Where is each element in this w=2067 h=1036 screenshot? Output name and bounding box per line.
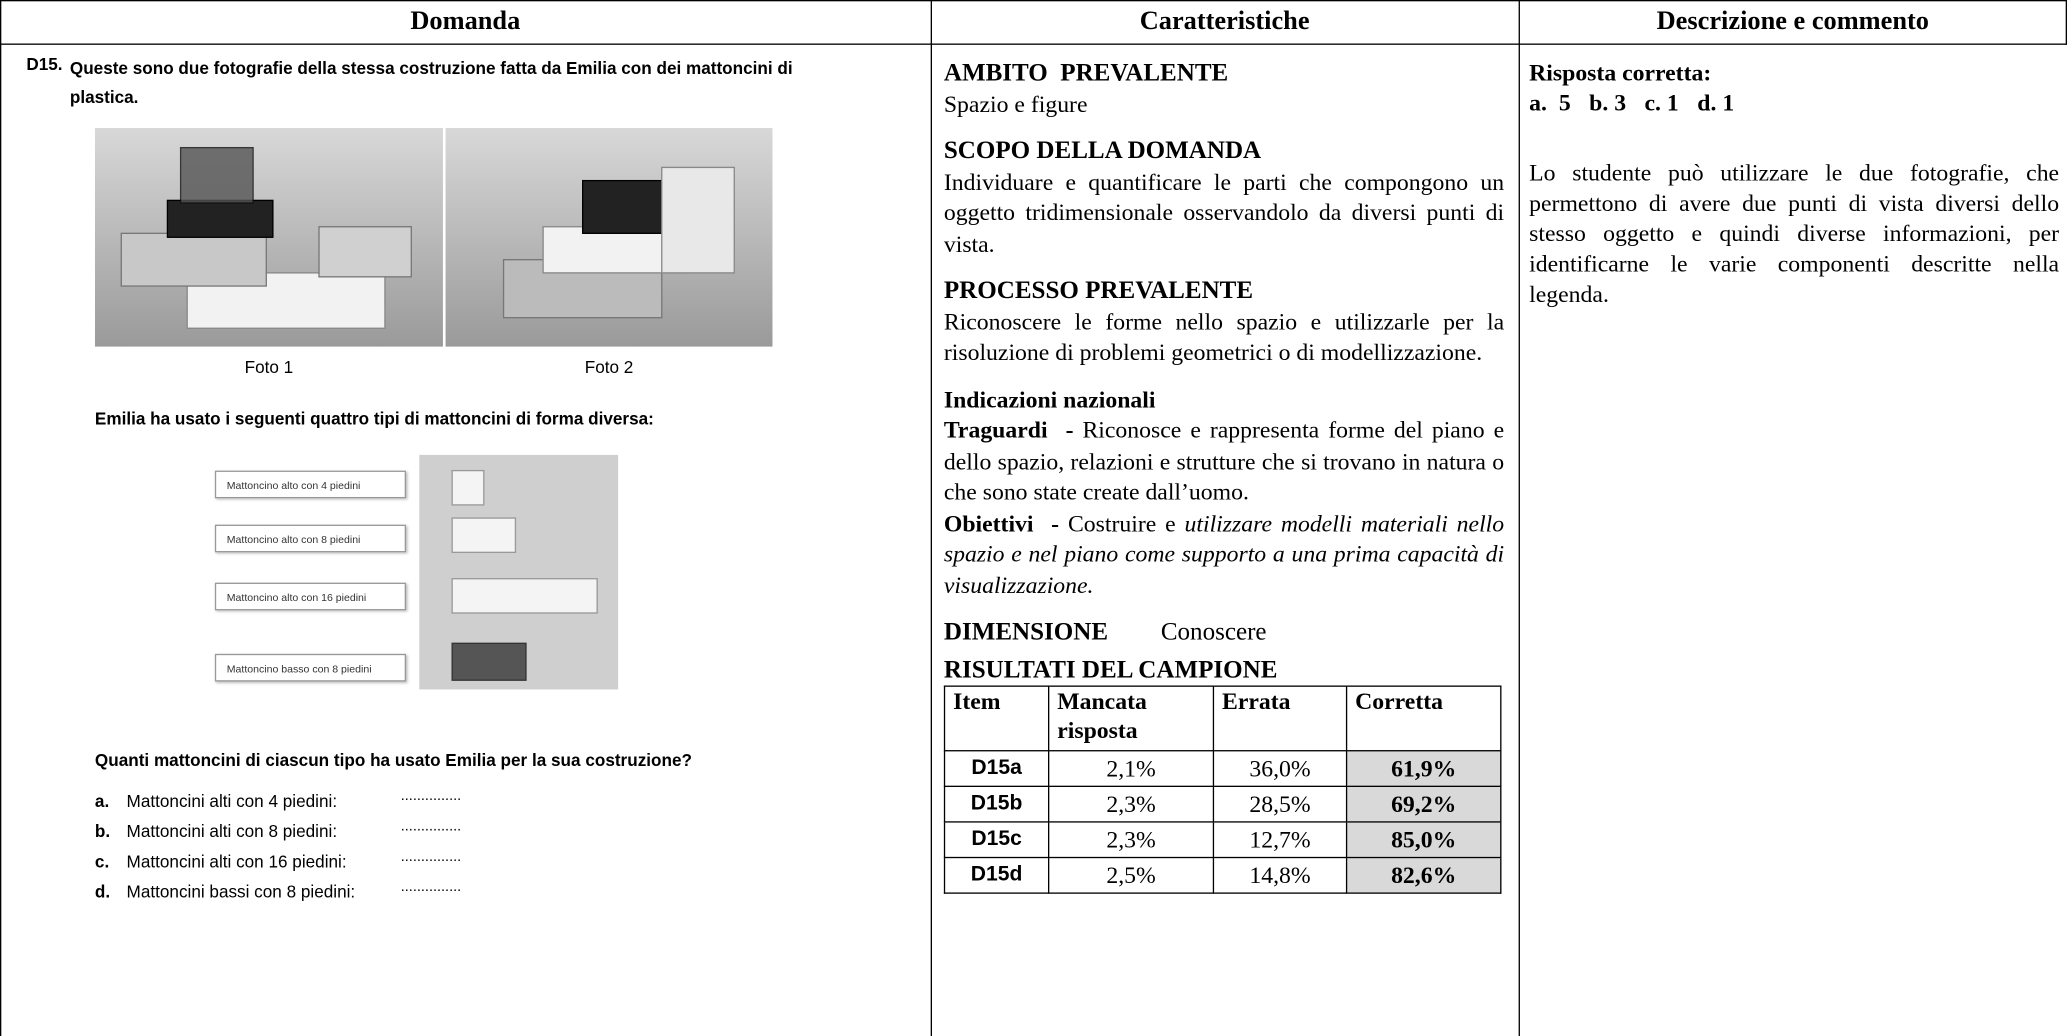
section-title: Indicazioni nazionali <box>943 385 1156 412</box>
option-letter: b. <box>94 821 111 842</box>
table-row: D15b 2,3% 28,5% 69,2% <box>943 785 1502 822</box>
table-cell: D15c <box>943 820 1050 858</box>
brick-label: Mattoncino alto con 16 piedini <box>214 582 407 611</box>
brick-shape <box>451 469 485 506</box>
label: Traguardi - <box>943 416 1074 443</box>
header-cell: Descrizione e commento <box>1656 6 1929 36</box>
answer: a. 5 b. 3 c. 1 d. 1 <box>1529 88 2059 118</box>
header-cell: Caratteristiche <box>1139 6 1310 36</box>
table-cell: D15d <box>943 856 1050 894</box>
header-cell: Domanda <box>410 6 521 36</box>
table-row: D15c 2,3% 12,7% 85,0% <box>943 820 1502 858</box>
table-body: D15a 2,1% 36,0% 61,9% D15b 2,3% 28,5% 69,2% D15c… <box>943 749 1502 894</box>
option-text: Mattoncini bassi con 8 piedini: <box>126 881 356 902</box>
table-cell: 69,2% <box>1345 785 1502 822</box>
section-title: AMBITO PREVALENTE <box>943 59 1229 88</box>
option-blank: ............... <box>400 848 462 865</box>
section-text: Obiettivi - Costruire e utilizzare model… <box>944 508 1504 601</box>
brick-label: Mattoncino alto con 4 piedini <box>214 470 407 499</box>
answer-part: b. 3 <box>1589 89 1627 117</box>
photo-caption: Foto 2 <box>584 357 634 378</box>
table-cell: 2,1% <box>1048 749 1215 787</box>
table-cell: 82,6% <box>1345 856 1502 894</box>
photo-caption: Foto 1 <box>244 357 294 378</box>
section-title: DIMENSIONE Conoscere <box>944 617 1504 648</box>
section-title: RISULTATI DEL CAMPIONE <box>943 655 1278 684</box>
text: Conoscere <box>1160 618 1267 646</box>
table-cell: D15b <box>943 785 1050 822</box>
bricks-drawing <box>120 146 735 329</box>
label: Obiettivi - <box>943 509 1060 536</box>
table-cell: 85,0% <box>1345 820 1502 858</box>
border <box>930 0 932 1036</box>
brick-label: Mattoncino alto con 8 piedini <box>214 524 407 553</box>
section-title: SCOPO DELLA DOMANDA <box>943 137 1262 165</box>
table-cell: 28,5% <box>1212 785 1348 822</box>
description-column: Risposta corretta: a. 5 b. 3 c. 1 d. 1 Lo s… <box>1529 58 2059 310</box>
table-cell: 2,5% <box>1048 856 1215 894</box>
answer-part: a. 5 <box>1529 89 1571 117</box>
option-text: Mattoncini alti con 8 piedini: <box>126 821 338 842</box>
option-blank: ............... <box>400 879 462 896</box>
text: Costruire e <box>1067 509 1176 536</box>
option-letter: a. <box>94 790 110 811</box>
column-header: Errata <box>1212 684 1348 751</box>
border <box>0 0 2067 2</box>
bricks-intro: Emilia ha usato i seguenti quattro tipi … <box>94 408 654 429</box>
option-blank: ............... <box>400 818 462 835</box>
section-text: Individuare e quantificare le parti che … <box>943 168 1505 257</box>
table-row: D15d 2,5% 14,8% 82,6% <box>943 856 1502 894</box>
question-number: D15. <box>26 54 63 74</box>
section-text: Riconoscere le forme nello spazio e util… <box>943 307 1505 366</box>
option-letter: c. <box>94 851 110 872</box>
photos <box>94 127 773 347</box>
answer-part: c. 1 <box>1644 89 1679 117</box>
option-text: Mattoncini alti con 16 piedini: <box>126 851 347 872</box>
bricks-image <box>419 454 619 690</box>
table-cell: 36,0% <box>1212 749 1348 787</box>
table-cell: 14,8% <box>1212 856 1348 894</box>
section-text: Spazio e figure <box>943 90 1088 117</box>
border <box>0 43 2067 45</box>
table-cell: 12,7% <box>1212 820 1348 858</box>
column-header: Item <box>943 684 1050 751</box>
results-table: Item Mancata risposta Errata Corretta D15a 2,… <box>943 684 1502 894</box>
answer-title: Risposta corretta: <box>1529 59 1712 86</box>
brick-label: Mattoncino basso con 8 piedini <box>214 653 407 682</box>
table-cell: 61,9% <box>1345 749 1502 787</box>
column-header: Mancata risposta <box>1048 684 1215 751</box>
characteristics-column: AMBITO PREVALENTE Spazio e figure SCOPO … <box>943 58 1505 894</box>
column-header: Corretta <box>1345 684 1502 751</box>
brick-shape <box>451 642 527 681</box>
border <box>2065 0 2067 45</box>
comment: Lo studente può utilizzare le due fotogr… <box>1529 159 2060 308</box>
table-header: Item Mancata risposta Errata Corretta <box>943 684 1502 751</box>
option-blank: ............... <box>400 788 462 805</box>
table-cell: D15a <box>943 749 1050 787</box>
border <box>1518 0 1520 1036</box>
option-letter: d. <box>94 881 111 902</box>
option-text: Mattoncini alti con 4 piedini: <box>126 790 338 811</box>
brick-shape <box>451 578 598 614</box>
text-italic: utilizzare modelli materiali nello spazi… <box>943 509 1505 598</box>
question: Quanti mattoncini di ciascun tipo ha usa… <box>94 750 692 770</box>
section-title: PROCESSO PREVALENTE <box>943 276 1254 305</box>
label: DIMENSIONE <box>943 618 1109 646</box>
border <box>0 0 2 1036</box>
table-cell: 2,3% <box>1048 785 1215 822</box>
section-text: Traguardi - Riconosce e rappresenta form… <box>944 415 1504 508</box>
answer-part: d. 1 <box>1697 89 1735 117</box>
table-row: D15a 2,1% 36,0% 61,9% <box>943 749 1502 787</box>
question-intro: Queste sono due fotografie della stessa … <box>69 58 793 107</box>
text: Riconosce e rappresenta forme del piano … <box>943 416 1505 505</box>
table-cell: 2,3% <box>1048 820 1215 858</box>
brick-shape <box>451 517 517 554</box>
